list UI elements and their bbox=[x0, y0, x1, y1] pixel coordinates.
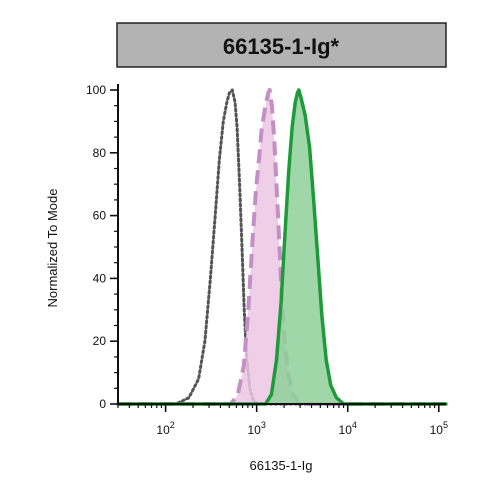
series-2-line bbox=[116, 88, 448, 406]
series-layer bbox=[116, 88, 448, 406]
y-axis-label: Normalized To Mode bbox=[45, 189, 60, 308]
title-banner bbox=[116, 22, 447, 68]
axes: 0 20 40 60 80 100 102 103 104 105 bbox=[86, 83, 448, 437]
x-tick-label-3: 105 bbox=[430, 420, 448, 437]
chart-title: 66135-1-Ig* bbox=[223, 34, 340, 59]
y-tick-label-0: 0 bbox=[99, 397, 106, 411]
series-2-fill bbox=[118, 90, 446, 404]
x-tick-label-2: 104 bbox=[339, 420, 357, 437]
x-tick-label-0: 102 bbox=[156, 420, 174, 437]
y-tick-label-4: 80 bbox=[93, 146, 107, 160]
x-tick-label-1: 103 bbox=[247, 420, 265, 437]
y-tick-label-5: 100 bbox=[86, 83, 106, 97]
y-tick-label-1: 20 bbox=[93, 334, 107, 348]
y-tick-label-2: 40 bbox=[93, 271, 107, 285]
x-axis-label: 66135-1-Ig bbox=[250, 458, 313, 473]
y-tick-label-3: 60 bbox=[93, 209, 107, 223]
